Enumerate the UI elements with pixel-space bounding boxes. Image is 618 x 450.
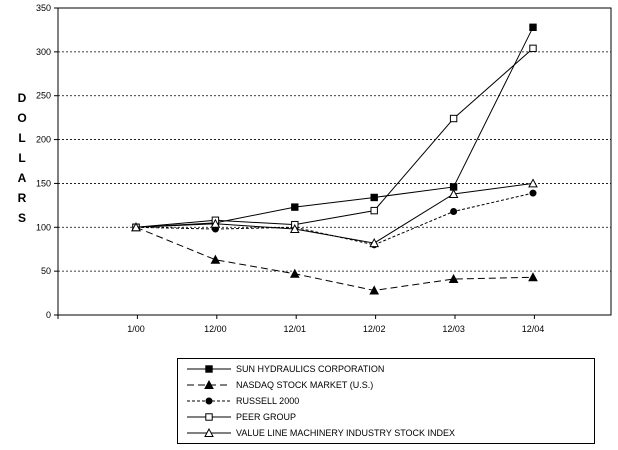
legend-item: VALUE LINE MACHINERY INDUSTRY STOCK INDE… [178,425,594,441]
legend-label: NASDAQ STOCK MARKET (U.S.) [236,380,374,390]
data-point [370,193,378,202]
data-point [449,114,458,123]
data-point [529,44,537,53]
x-axis-ticks: 1/00 12/00 12/01 12/02 12/03 12/04 [57,315,545,334]
legend-item: NASDAQ STOCK MARKET (U.S.) [178,377,594,393]
data-point [291,203,299,211]
y-tick-label: 0 [46,310,51,320]
x-tick-label: 12/04 [522,324,545,334]
series-group [131,23,538,295]
data-point [370,206,378,215]
data-point [289,223,300,234]
data-point [529,23,537,31]
legend-swatch [187,379,231,389]
legend-marker [204,379,214,389]
line-chart: 0 50 100 150 200 250 300 350 1/00 12/00 12/01 12/0… [17,3,612,334]
plot-area [57,7,612,316]
legend-item: PEER GROUP [178,409,594,425]
legend-marker [204,427,214,437]
data-point [369,238,380,248]
data-point [210,254,221,264]
y-tick-label: 100 [36,222,51,232]
x-tick-label: 12/03 [442,324,465,334]
legend-label: VALUE LINE MACHINERY INDUSTRY STOCK INDE… [236,428,456,438]
legend-marker [205,397,213,405]
data-point [131,222,141,232]
legend-swatch [187,413,231,421]
legend-marker [205,365,213,373]
legend-label: RUSSELL 2000 [236,396,300,406]
x-tick-label: 1/00 [127,324,145,334]
data-point [450,207,458,215]
gridlines [58,51,611,272]
legend-item: SUN HYDRAULICS CORPORATION [178,361,594,377]
data-point [289,268,300,278]
x-tick-label: 12/01 [284,324,307,334]
y-tick-label: 350 [36,3,51,13]
series-line [135,226,534,291]
series-5 [131,178,538,248]
legend-label: PEER GROUP [236,412,297,422]
data-point [529,189,537,197]
y-tick-label: 200 [36,135,51,145]
series-line [135,192,534,246]
data-point [528,272,538,282]
data-point [448,188,459,198]
y-axis-ticks: 0 50 100 150 200 250 300 350 [36,3,58,320]
data-point [210,218,221,228]
series-line [135,182,534,244]
y-tick-label: 300 [36,47,51,57]
data-point [528,178,538,188]
legend-label: SUN HYDRAULICS CORPORATION [236,364,385,374]
legend-swatch [187,365,231,373]
data-point [448,273,459,284]
legend-item: RUSSELL 2000 [178,393,594,409]
y-tick-label: 250 [36,91,51,101]
legend: SUN HYDRAULICS CORPORATION NASDAQ STOCK M… [177,358,595,444]
legend-marker [205,413,213,421]
series-line [135,47,534,228]
y-tick-label: 50 [41,266,51,276]
data-point [369,285,380,295]
series-line [135,27,534,228]
x-tick-label: 12/00 [204,324,227,334]
legend-swatch [187,427,231,437]
y-tick-label: 150 [36,178,51,188]
legend-swatch [187,397,231,405]
x-tick-label: 12/02 [363,324,386,334]
